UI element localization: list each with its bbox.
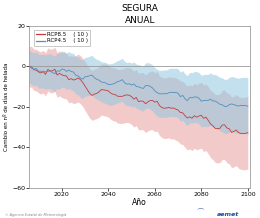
Legend: RCP8.5    ( 10 ), RCP4.5    ( 10 ): RCP8.5 ( 10 ), RCP4.5 ( 10 ) (34, 30, 90, 46)
Text: ⁀: ⁀ (198, 211, 203, 217)
Text: aemet: aemet (217, 212, 239, 217)
Y-axis label: Cambio en nº de días de helada: Cambio en nº de días de helada (4, 63, 9, 151)
Text: © Agencia Estatal de Meteorología: © Agencia Estatal de Meteorología (5, 213, 67, 217)
Title: SEGURA
ANUAL: SEGURA ANUAL (121, 4, 158, 25)
X-axis label: Año: Año (132, 198, 147, 207)
